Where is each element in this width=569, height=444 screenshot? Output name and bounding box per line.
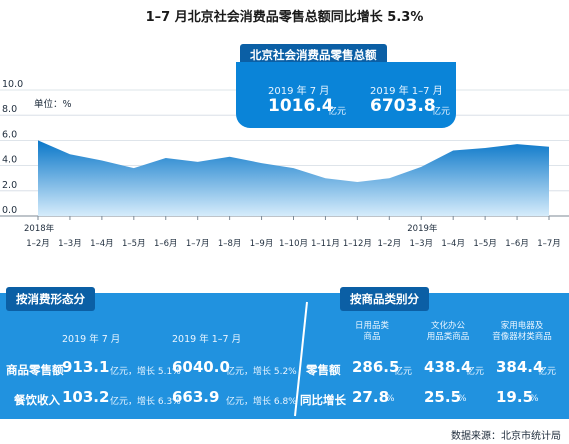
y-tick-label: 2.0 <box>2 180 17 191</box>
page-title: 1–7 月北京社会消费品零售总额同比增长 5.3% <box>145 10 424 25</box>
row-label-growth: 同比增长 <box>300 393 346 407</box>
x-tick-label: 1–5月 <box>122 239 146 249</box>
callout-left-unit: 亿元 <box>328 107 347 117</box>
cat2-growth-unit: % <box>458 394 467 404</box>
x-tick-label: 1–5月 <box>473 239 497 249</box>
catering-july-value: 103.2 <box>62 388 110 406</box>
x-tick-label: 1–7月 <box>186 239 210 249</box>
x-tick-label: 1–6月 <box>154 239 178 249</box>
row-label-retail: 商品零售额 <box>6 363 64 377</box>
callout-tab: 北京社会消费品零售总额 <box>240 44 387 66</box>
consumption-col1-header: 2019 年 7 月 <box>62 334 121 345</box>
row-label-sales: 零售额 <box>306 363 341 377</box>
x-tick-label: 1–3月 <box>409 239 433 249</box>
x-tick-label: 1–9月 <box>250 239 274 249</box>
x-tick-label: 1–11月 <box>311 239 340 249</box>
x-tick-label: 1–8月 <box>218 239 242 249</box>
year-label: 2018年 <box>24 223 55 234</box>
callout-right-unit: 亿元 <box>432 107 451 117</box>
x-tick-label: 1–6月 <box>505 239 529 249</box>
consumption-tab: 按消费形态分 <box>6 287 95 311</box>
cat3-growth-unit: % <box>530 394 539 404</box>
x-tick-label: 1–2月 <box>26 239 50 249</box>
cat3-sales-unit: 亿元 <box>538 367 557 377</box>
cat2-sales-value: 438.4 <box>424 358 472 376</box>
retail-july-value: 913.1 <box>62 358 110 376</box>
cat2-growth-value: 25.5 <box>424 388 462 406</box>
data-source: 数据来源：北京市统计局 <box>451 431 561 442</box>
total-sales-callout: 2019 年 7 月 1016.4 亿元 2019 年 1–7 月 6703.8… <box>236 62 456 128</box>
cat2-sales-unit: 亿元 <box>466 367 485 377</box>
x-tick-label: 1–2月 <box>378 239 402 249</box>
x-tick-label: 1–4月 <box>441 239 465 249</box>
cat3-growth-value: 19.5 <box>496 388 534 406</box>
x-tick-label: 1–10月 <box>279 239 308 249</box>
breakdown-panel <box>0 293 569 419</box>
y-tick-label: 10.0 <box>2 79 23 90</box>
catering-ytd-suffix: 亿元，增长 6.8% <box>226 397 297 407</box>
y-tick-label: 6.0 <box>2 129 17 140</box>
y-tick-label: 0.0 <box>2 205 17 216</box>
cat1-header: 日用品类 商品 <box>354 321 389 342</box>
cat2-header: 文化办公 用品类商品 <box>426 321 470 342</box>
cat3-sales-value: 384.4 <box>496 358 544 376</box>
x-tick-label: 1–7月 <box>537 239 561 249</box>
x-tick-label: 1–4月 <box>90 239 114 249</box>
area-chart: 10.0 8.0 6.0 4.0 2.0 0.0 1–2月 1–3月 1–4月 1–5月 1–6月… <box>0 79 569 249</box>
callout-right-value: 6703.8 <box>370 96 436 116</box>
cat3-header: 家用电器及 音像器材类商品 <box>492 321 552 342</box>
consumption-col2-header: 2019 年 1–7 月 <box>172 334 242 345</box>
cat1-growth-value: 27.8 <box>352 388 390 406</box>
x-tick-label: 1–12月 <box>343 239 372 249</box>
retail-ytd-value: 6040.0 <box>172 358 230 376</box>
callout-left-value: 1016.4 <box>268 96 334 116</box>
year-label: 2019年 <box>407 223 438 234</box>
cat1-sales-unit: 亿元 <box>394 367 413 377</box>
y-tick-label: 4.0 <box>2 155 17 166</box>
unit-label: 单位：% <box>34 98 72 110</box>
category-tab: 按商品类别分 <box>340 287 429 311</box>
catering-july-suffix: 亿元，增长 6.3% <box>110 397 181 407</box>
cat1-growth-unit: % <box>386 394 395 404</box>
area-series <box>38 140 549 216</box>
callout-right-label: 2019 年 1–7 月 <box>370 86 443 97</box>
retail-july-suffix: 亿元，增长 5.1% <box>110 367 181 377</box>
cat1-sales-value: 286.5 <box>352 358 400 376</box>
callout-left-label: 2019 年 7 月 <box>268 86 330 97</box>
y-tick-label: 8.0 <box>2 104 17 115</box>
retail-ytd-suffix: 亿元，增长 5.2% <box>226 367 297 377</box>
row-label-catering: 餐饮收入 <box>14 393 60 407</box>
panel-divider <box>294 301 308 417</box>
x-tick-label: 1–3月 <box>58 239 82 249</box>
catering-ytd-value: 663.9 <box>172 388 220 406</box>
